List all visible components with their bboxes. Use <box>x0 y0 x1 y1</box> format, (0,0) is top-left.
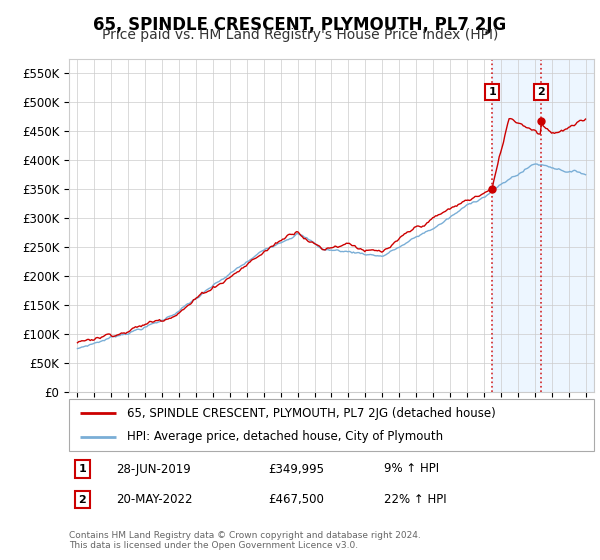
Text: Contains HM Land Registry data © Crown copyright and database right 2024.
This d: Contains HM Land Registry data © Crown c… <box>69 531 421 550</box>
Text: 20-MAY-2022: 20-MAY-2022 <box>116 493 193 506</box>
FancyBboxPatch shape <box>69 399 594 451</box>
Text: 1: 1 <box>78 464 86 474</box>
Text: £467,500: £467,500 <box>269 493 325 506</box>
Text: 22% ↑ HPI: 22% ↑ HPI <box>384 493 446 506</box>
Bar <box>492 59 594 392</box>
Text: 65, SPINDLE CRESCENT, PLYMOUTH, PL7 2JG (detached house): 65, SPINDLE CRESCENT, PLYMOUTH, PL7 2JG … <box>127 407 496 419</box>
Text: 2: 2 <box>537 87 545 97</box>
Text: 9% ↑ HPI: 9% ↑ HPI <box>384 463 439 475</box>
Text: 65, SPINDLE CRESCENT, PLYMOUTH, PL7 2JG: 65, SPINDLE CRESCENT, PLYMOUTH, PL7 2JG <box>94 16 506 34</box>
Text: 1: 1 <box>488 87 496 97</box>
Text: 2: 2 <box>78 495 86 505</box>
Text: £349,995: £349,995 <box>269 463 325 475</box>
Text: Price paid vs. HM Land Registry's House Price Index (HPI): Price paid vs. HM Land Registry's House … <box>102 28 498 42</box>
Text: 28-JUN-2019: 28-JUN-2019 <box>116 463 191 475</box>
Text: HPI: Average price, detached house, City of Plymouth: HPI: Average price, detached house, City… <box>127 431 443 444</box>
